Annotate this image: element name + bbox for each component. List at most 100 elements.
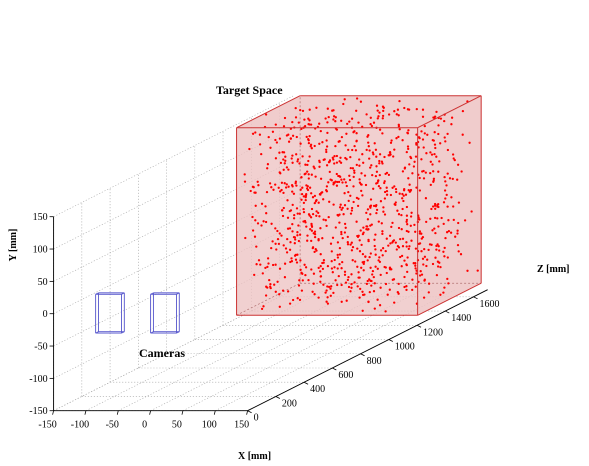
target-point	[431, 138, 434, 142]
target-point	[313, 250, 316, 254]
target-point	[341, 260, 344, 264]
target-point	[436, 217, 439, 220]
target-point	[368, 205, 372, 208]
target-point	[456, 163, 460, 166]
target-point	[397, 292, 400, 295]
camera-edge	[150, 331, 154, 334]
target-point	[315, 214, 318, 217]
target-point	[365, 113, 368, 116]
target-point	[286, 199, 289, 202]
target-point	[319, 270, 322, 273]
target-point	[440, 216, 443, 220]
target-point	[369, 266, 372, 269]
target-point	[338, 160, 341, 163]
target-point	[309, 216, 313, 219]
target-point	[358, 158, 361, 161]
camera-edge	[176, 331, 180, 334]
target-point	[357, 234, 360, 237]
target-point	[345, 132, 348, 135]
target-point	[381, 132, 384, 135]
target-point	[293, 242, 296, 245]
target-point	[253, 235, 257, 238]
target-point	[302, 210, 306, 214]
target-point	[379, 200, 383, 203]
x-tick-label: 100	[202, 420, 217, 431]
target-point	[260, 152, 263, 156]
target-point	[300, 176, 303, 179]
target-point	[407, 129, 410, 132]
target-point	[299, 188, 302, 191]
target-point	[345, 299, 348, 302]
target-point	[396, 209, 399, 212]
target-point	[452, 157, 455, 160]
target-point	[301, 109, 305, 113]
target-point	[423, 278, 426, 281]
target-point	[468, 141, 471, 144]
target-point	[401, 197, 404, 200]
target-point	[283, 162, 286, 165]
target-point	[418, 218, 421, 221]
target-point	[381, 232, 384, 236]
target-point	[357, 271, 360, 274]
target-point	[364, 255, 367, 258]
target-point	[325, 145, 329, 148]
target-point	[291, 134, 295, 137]
target-point	[295, 135, 298, 139]
target-point	[343, 222, 347, 226]
target-point	[425, 264, 428, 268]
target-point	[300, 127, 303, 131]
target-point	[267, 135, 270, 139]
target-point	[385, 237, 388, 240]
target-point	[296, 160, 299, 163]
target-point	[445, 193, 448, 197]
target-point	[292, 192, 296, 195]
z-tick-label: 800	[367, 356, 382, 367]
target-point	[426, 258, 429, 261]
target-point	[266, 257, 270, 260]
target-point	[283, 116, 287, 120]
target-point	[349, 290, 352, 293]
target-point	[352, 131, 355, 134]
target-point	[401, 207, 404, 211]
target-point	[430, 207, 433, 211]
target-point	[390, 139, 393, 142]
target-point	[253, 273, 256, 277]
target-point	[304, 172, 307, 175]
target-point	[331, 236, 335, 239]
target-point	[275, 248, 278, 251]
target-point	[353, 281, 356, 284]
x-tick-label: 150	[234, 420, 249, 431]
target-point	[398, 192, 401, 195]
target-point	[254, 204, 257, 207]
target-point	[285, 134, 289, 137]
target-point	[350, 206, 354, 210]
target-point	[403, 259, 406, 262]
target-point	[395, 190, 398, 194]
target-point	[442, 222, 445, 226]
target-point	[319, 129, 322, 133]
target-point	[384, 249, 387, 253]
target-point	[418, 242, 422, 245]
target-point	[447, 219, 450, 222]
target-point	[343, 204, 347, 207]
target-point	[350, 282, 353, 286]
y-tick-label: -50	[34, 342, 47, 353]
z-tick-label: 0	[254, 413, 259, 424]
target-point	[347, 190, 350, 194]
target-point	[280, 181, 284, 184]
target-point	[330, 250, 333, 253]
target-point	[388, 268, 392, 271]
x-tick-mark	[149, 410, 151, 415]
target-point	[306, 234, 309, 237]
target-point	[397, 213, 401, 216]
target-point	[277, 242, 281, 246]
target-point	[300, 289, 304, 292]
target-point	[391, 186, 394, 189]
target-point	[355, 163, 358, 167]
target-point	[291, 298, 295, 302]
target-point	[264, 220, 268, 224]
target-point	[318, 142, 321, 145]
target-point	[334, 116, 337, 119]
target-point	[283, 182, 286, 185]
target-point	[256, 222, 260, 225]
